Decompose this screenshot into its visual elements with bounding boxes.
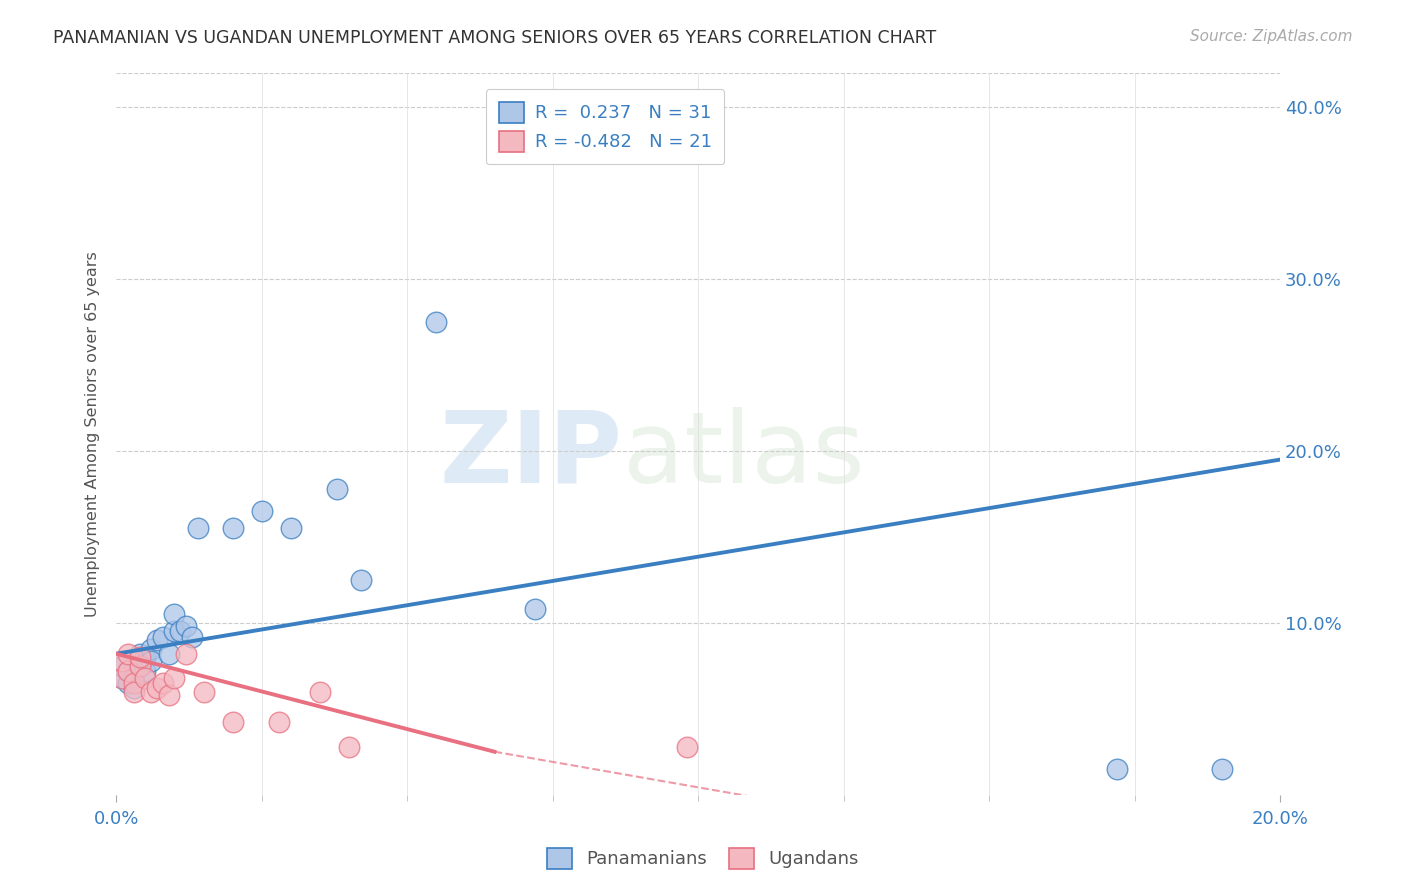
Point [128, 658, 150, 673]
Point [134, 671, 156, 685]
Point [111, 654, 134, 668]
Point [163, 624, 186, 639]
Point [122, 684, 145, 698]
Point [221, 715, 243, 730]
Point [128, 658, 150, 673]
Point [128, 647, 150, 661]
Y-axis label: Unemployment Among Seniors over 65 years: Unemployment Among Seniors over 65 years [86, 251, 100, 616]
Legend: R =  0.237   N = 31, R = -0.482   N = 21: R = 0.237 N = 31, R = -0.482 N = 21 [486, 89, 724, 164]
Point [350, 573, 373, 587]
Point [111, 658, 134, 673]
Legend: Panamanians, Ugandans: Panamanians, Ugandans [540, 840, 866, 876]
Point [157, 688, 180, 702]
Point [174, 647, 197, 661]
Point [122, 681, 145, 695]
Point [152, 676, 174, 690]
Point [221, 521, 243, 535]
Point [326, 482, 349, 496]
Point [337, 739, 360, 754]
Point [1107, 762, 1129, 776]
Point [163, 607, 186, 622]
Point [157, 647, 180, 661]
Point [250, 504, 273, 518]
Point [111, 671, 134, 685]
Point [146, 681, 169, 695]
Point [1211, 762, 1233, 776]
Text: Source: ZipAtlas.com: Source: ZipAtlas.com [1189, 29, 1353, 44]
Point [111, 671, 134, 685]
Point [117, 647, 139, 661]
Point [141, 684, 163, 698]
Point [269, 715, 291, 730]
Point [280, 521, 302, 535]
Point [117, 664, 139, 678]
Point [122, 671, 145, 685]
Point [180, 630, 202, 644]
Point [524, 602, 547, 616]
Text: atlas: atlas [623, 407, 865, 504]
Text: PANAMANIAN VS UGANDAN UNEMPLOYMENT AMONG SENIORS OVER 65 YEARS CORRELATION CHART: PANAMANIAN VS UGANDAN UNEMPLOYMENT AMONG… [53, 29, 936, 46]
Point [141, 654, 163, 668]
Point [134, 650, 156, 665]
Point [146, 633, 169, 648]
Point [128, 650, 150, 665]
Point [122, 676, 145, 690]
Point [174, 619, 197, 633]
Point [163, 671, 186, 685]
Point [425, 315, 447, 329]
Text: ZIP: ZIP [440, 407, 623, 504]
Point [169, 624, 191, 639]
Point [152, 630, 174, 644]
Point [117, 664, 139, 678]
Point [117, 676, 139, 690]
Point [141, 641, 163, 656]
Point [134, 664, 156, 678]
Point [193, 684, 215, 698]
Point [122, 658, 145, 673]
Point [675, 739, 697, 754]
Point [187, 521, 209, 535]
Point [309, 684, 332, 698]
